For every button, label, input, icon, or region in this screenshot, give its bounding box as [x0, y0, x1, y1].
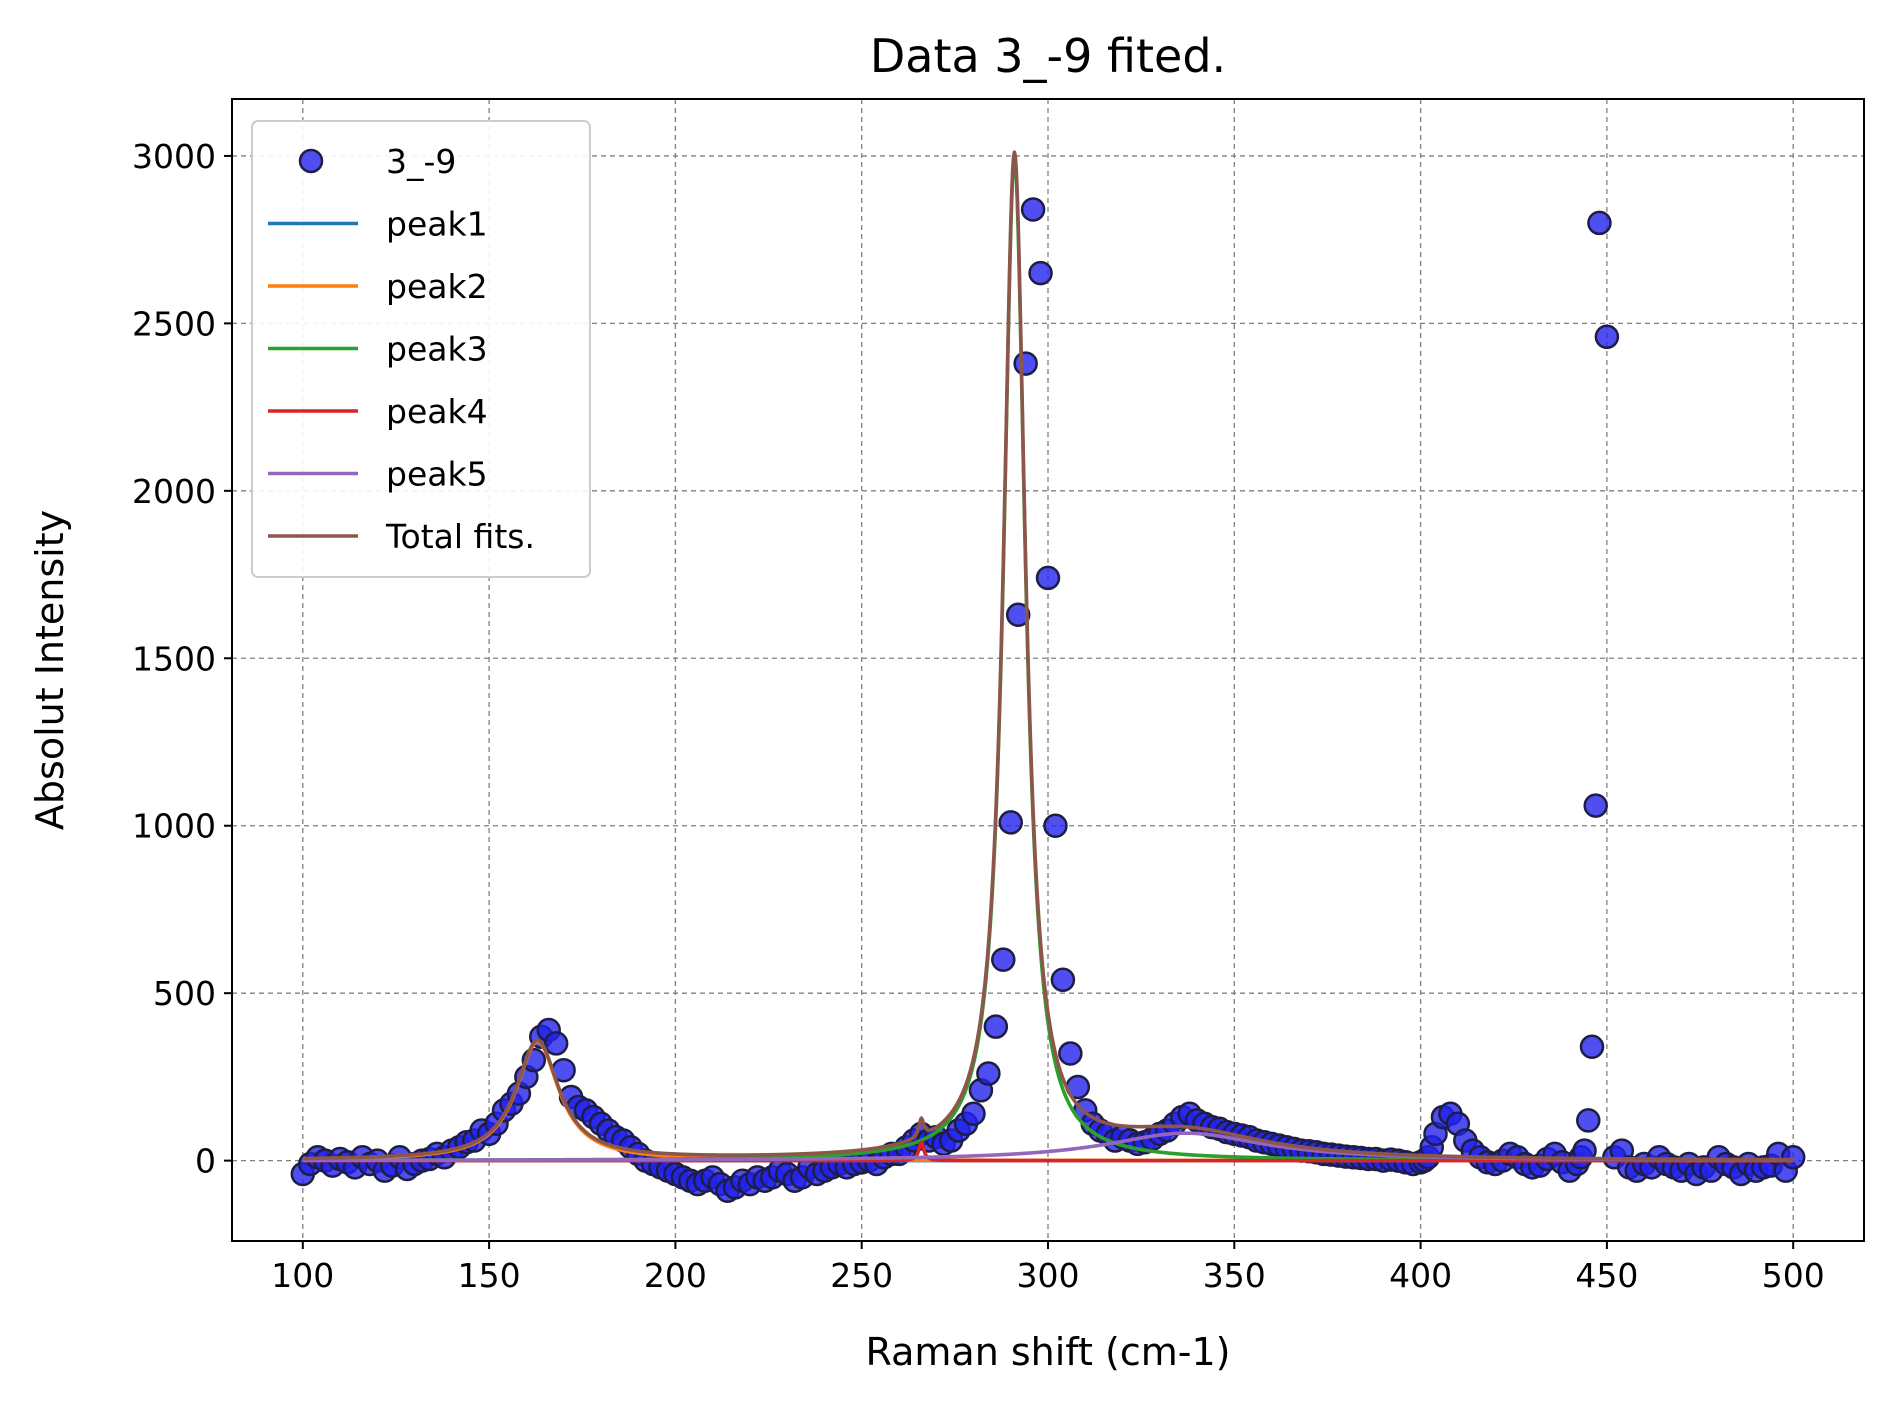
- legend-marker-scatter: [298, 148, 324, 174]
- data-point: [976, 1061, 1001, 1086]
- y-axis-label: Absolut Intensity: [28, 510, 72, 830]
- y-tick-label: 2500: [132, 304, 216, 343]
- total-fit-line: [301, 150, 1795, 1162]
- y-tick-label: 1000: [132, 807, 216, 846]
- x-tick-label: 400: [1389, 1256, 1452, 1295]
- legend-label: peak5: [386, 455, 488, 494]
- x-tick-label: 200: [644, 1256, 707, 1295]
- data-point: [1576, 1108, 1601, 1133]
- data-point: [1043, 813, 1068, 838]
- x-tick-label: 250: [830, 1256, 893, 1295]
- y-tick-label: 3000: [132, 137, 216, 176]
- data-point: [1058, 1041, 1083, 1066]
- data-point: [543, 1031, 569, 1056]
- data-point: [1028, 260, 1053, 286]
- y-tick-label: 2000: [132, 472, 216, 511]
- legend-label: Total fits.: [385, 517, 535, 556]
- y-tick-label: 1500: [132, 639, 216, 678]
- data-point: [983, 1014, 1009, 1039]
- data-point: [1005, 602, 1031, 627]
- legend-box: [251, 120, 591, 578]
- chart-title: Data 3_-9 fited.: [870, 29, 1226, 83]
- y-tick-label: 0: [195, 1142, 216, 1181]
- legend-label: 3_-9: [386, 142, 456, 181]
- data-point: [1594, 324, 1620, 350]
- data-point: [1587, 210, 1612, 236]
- data-point: [1035, 565, 1061, 591]
- data-point: [1013, 351, 1038, 376]
- x-tick-label: 500: [1762, 1256, 1825, 1295]
- plot-area: [290, 150, 1806, 1204]
- data-point: [961, 1101, 986, 1126]
- y-tick-label: 500: [153, 974, 216, 1013]
- data-point: [1579, 1034, 1605, 1060]
- axis-ticks: 100 150 200 250 300 350 400 450 500 0 500 1000 1500 2…: [132, 137, 1825, 1295]
- data-point: [1050, 967, 1076, 993]
- x-tick-label: 100: [271, 1256, 334, 1295]
- data-point: [1780, 1145, 1806, 1170]
- legend-label: peak1: [386, 205, 488, 244]
- x-tick-label: 300: [1017, 1256, 1080, 1295]
- data-point: [998, 810, 1023, 835]
- data-point: [1020, 197, 1046, 222]
- legend-label: peak2: [386, 267, 488, 306]
- data-point: [1583, 793, 1608, 818]
- x-axis-label: Raman shift (cm-1): [866, 1330, 1231, 1374]
- x-tick-label: 150: [458, 1256, 521, 1295]
- legend-label: peak3: [386, 330, 488, 369]
- x-tick-label: 450: [1575, 1256, 1638, 1295]
- legend: 3_-9 peak1 peak2 peak3 peak4 peak5 Total fits.: [251, 120, 591, 578]
- data-point: [991, 947, 1016, 972]
- legend-label: peak4: [386, 392, 488, 431]
- x-tick-label: 350: [1203, 1256, 1266, 1295]
